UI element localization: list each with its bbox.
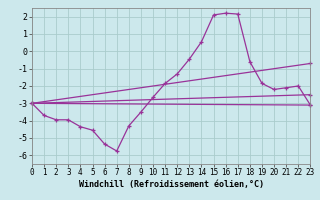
X-axis label: Windchill (Refroidissement éolien,°C): Windchill (Refroidissement éolien,°C) xyxy=(79,180,264,189)
